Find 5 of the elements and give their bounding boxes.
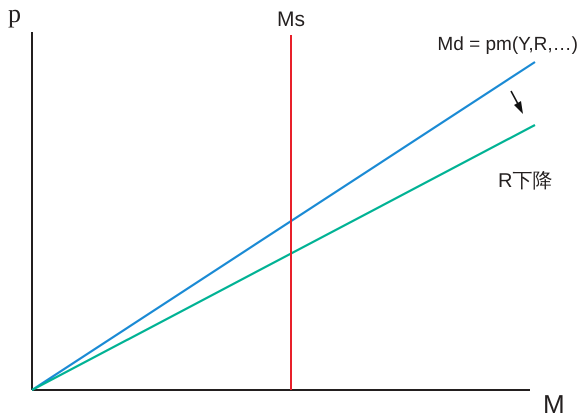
series-label: Md = pm(Y,R,…): [437, 34, 578, 55]
annotation: R下降: [498, 170, 552, 192]
x-axis-title: M: [543, 389, 565, 417]
text: Ms: [277, 8, 305, 31]
y-axis-title: p: [8, 0, 21, 28]
